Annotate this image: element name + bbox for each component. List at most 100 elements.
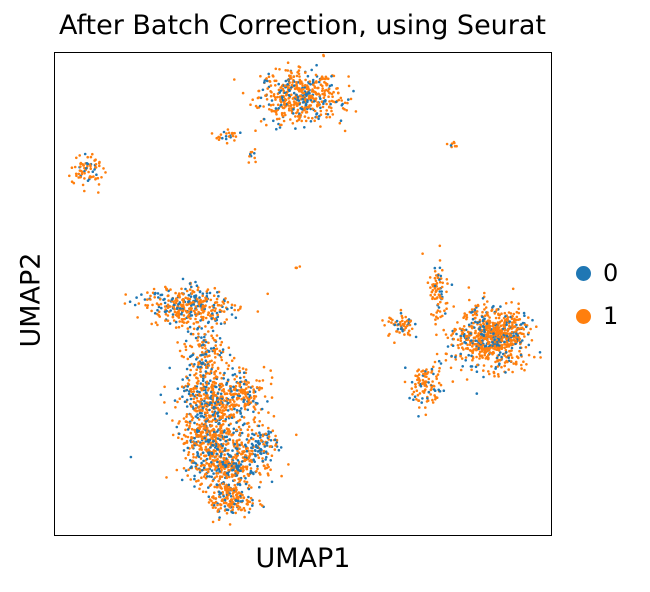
- point-series-1: [480, 350, 484, 353]
- point-series-0: [438, 290, 442, 293]
- point-series-0: [437, 306, 441, 309]
- point-series-1: [207, 330, 210, 333]
- point-series-1: [188, 297, 192, 301]
- point-series-1: [208, 416, 211, 419]
- point-series-0: [421, 397, 424, 400]
- point-series-1: [213, 361, 216, 364]
- point-series-0: [201, 292, 205, 295]
- point-series-0: [208, 439, 212, 442]
- point-series-0: [208, 291, 212, 295]
- point-series-0: [195, 284, 199, 287]
- point-series-1: [286, 69, 290, 72]
- point-series-1: [201, 387, 204, 390]
- point-series-1: [227, 346, 231, 350]
- point-series-1: [214, 394, 218, 398]
- point-series-1: [256, 467, 259, 471]
- chart-title: After Batch Correction, using Seurat: [58, 10, 547, 41]
- point-series-0: [245, 449, 249, 453]
- point-series-0: [238, 409, 242, 413]
- point-series-0: [263, 79, 267, 82]
- point-series-1: [272, 414, 276, 418]
- point-series-1: [226, 430, 229, 433]
- point-series-0: [247, 495, 250, 499]
- point-series-1: [434, 395, 437, 399]
- point-series-1: [213, 286, 217, 290]
- point-series-1: [201, 304, 205, 308]
- point-series-1: [200, 307, 204, 311]
- point-series-1: [199, 483, 202, 487]
- point-series-1: [478, 337, 481, 341]
- point-series-0: [531, 318, 534, 322]
- point-series-1: [243, 380, 246, 383]
- point-series-1: [450, 334, 453, 337]
- point-series-1: [463, 312, 467, 315]
- point-series-0: [493, 338, 496, 341]
- point-series-0: [252, 399, 255, 403]
- point-series-1: [199, 312, 203, 315]
- point-series-0: [264, 458, 267, 461]
- point-series-0: [322, 102, 325, 105]
- point-series-0: [239, 463, 243, 466]
- point-series-0: [419, 384, 423, 388]
- point-series-0: [196, 452, 200, 455]
- point-series-1: [511, 315, 514, 318]
- point-series-1: [195, 435, 198, 438]
- point-series-1: [219, 503, 222, 507]
- point-series-1: [222, 437, 225, 441]
- point-series-1: [197, 302, 201, 306]
- point-series-1: [220, 475, 224, 479]
- point-series-1: [223, 453, 226, 457]
- point-series-1: [240, 441, 243, 445]
- point-series-1: [503, 346, 507, 350]
- point-series-0: [273, 438, 277, 442]
- point-series-1: [496, 359, 499, 362]
- point-series-1: [493, 312, 497, 315]
- point-series-1: [523, 323, 527, 327]
- point-series-1: [482, 321, 485, 325]
- point-series-1: [253, 416, 257, 419]
- point-series-1: [199, 298, 202, 302]
- point-series-1: [174, 291, 177, 295]
- point-series-0: [482, 325, 486, 329]
- point-series-1: [241, 367, 245, 370]
- point-series-1: [514, 318, 518, 322]
- point-series-1: [466, 347, 470, 351]
- point-series-1: [193, 409, 196, 412]
- point-series-1: [255, 470, 258, 473]
- point-series-1: [486, 300, 489, 303]
- point-series-1: [507, 327, 510, 331]
- point-series-1: [211, 479, 215, 483]
- point-series-1: [287, 104, 290, 107]
- point-series-0: [224, 418, 228, 421]
- point-series-1: [281, 87, 285, 91]
- point-series-1: [194, 456, 198, 459]
- point-series-0: [194, 415, 198, 418]
- point-series-1: [247, 381, 250, 384]
- point-series-0: [157, 305, 161, 309]
- point-series-0: [228, 353, 232, 357]
- point-series-1: [244, 368, 248, 371]
- point-series-1: [236, 495, 239, 499]
- point-series-0: [481, 297, 485, 300]
- point-series-0: [217, 294, 220, 298]
- point-series-1: [250, 428, 254, 432]
- point-series-1: [515, 310, 519, 314]
- point-series-1: [212, 349, 215, 352]
- point-series-1: [424, 413, 428, 417]
- point-series-1: [221, 414, 224, 418]
- point-series-1: [524, 345, 528, 349]
- point-series-0: [190, 314, 194, 317]
- point-series-0: [482, 375, 485, 379]
- point-series-1: [240, 443, 243, 446]
- point-series-1: [506, 316, 510, 319]
- point-series-0: [278, 91, 281, 94]
- point-series-1: [270, 110, 274, 113]
- point-series-1: [280, 111, 284, 115]
- point-series-1: [454, 358, 458, 361]
- point-series-0: [218, 353, 221, 357]
- point-series-1: [192, 400, 196, 404]
- point-series-0: [519, 323, 523, 326]
- point-series-1: [426, 399, 430, 403]
- point-series-1: [210, 359, 213, 363]
- point-series-1: [488, 351, 492, 354]
